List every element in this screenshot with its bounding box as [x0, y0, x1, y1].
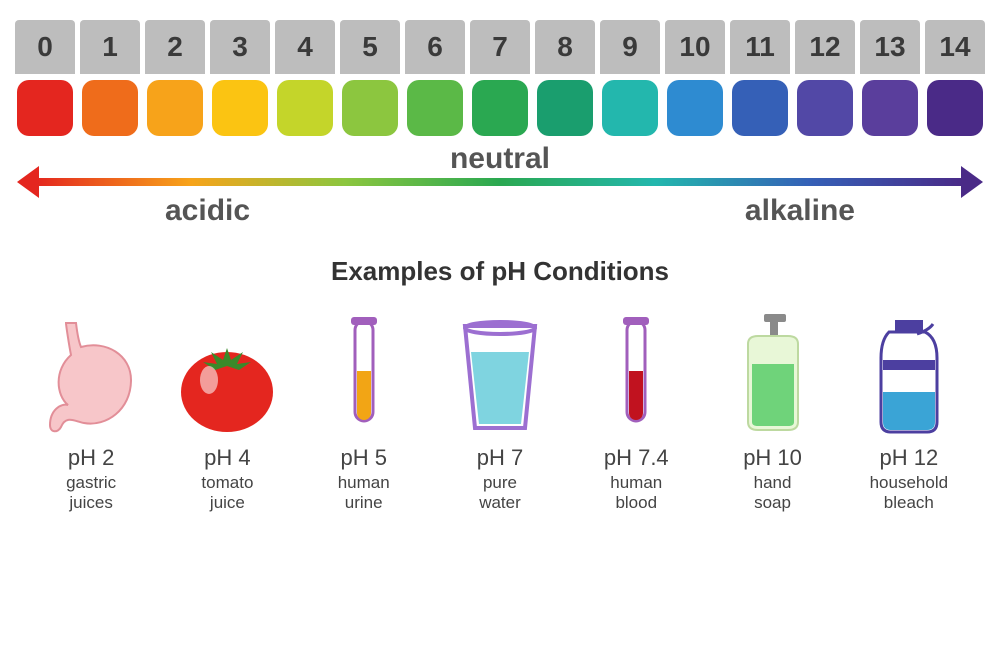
example-name: humanblood — [610, 473, 662, 512]
scale-swatch — [797, 80, 853, 136]
scale-cell-13: 13 — [860, 20, 920, 136]
example-ph: pH 7.4 — [604, 445, 669, 471]
stomach-icon — [36, 305, 146, 435]
testtube-red-icon — [611, 305, 661, 435]
scale-number: 3 — [210, 20, 270, 74]
scale-cell-7: 7 — [470, 20, 530, 136]
example-ph: pH 12 — [879, 445, 938, 471]
arrow-right-icon — [961, 166, 983, 198]
glass-water-icon — [455, 305, 545, 435]
scale-swatch — [472, 80, 528, 136]
spectrum-arrow: neutral acidic alkaline — [35, 164, 965, 234]
example-soap: pH 10handsoap — [708, 305, 838, 512]
scale-cell-14: 14 — [925, 20, 985, 136]
scale-cell-4: 4 — [275, 20, 335, 136]
scale-number: 1 — [80, 20, 140, 74]
scale-number: 11 — [730, 20, 790, 74]
examples-title: Examples of pH Conditions — [15, 256, 985, 287]
scale-swatch — [82, 80, 138, 136]
soap-icon — [730, 305, 815, 435]
example-testtube-yellow: pH 5humanurine — [299, 305, 429, 512]
neutral-label: neutral — [426, 142, 574, 176]
example-ph: pH 7 — [477, 445, 523, 471]
scale-cell-1: 1 — [80, 20, 140, 136]
scale-number: 0 — [15, 20, 75, 74]
example-tomato: pH 4tomatojuice — [162, 305, 292, 512]
examples-row: pH 2gastricjuices pH 4tomatojuice pH 5hu… — [15, 305, 985, 512]
scale-number: 7 — [470, 20, 530, 74]
scale-swatch — [342, 80, 398, 136]
scale-cell-5: 5 — [340, 20, 400, 136]
scale-cell-11: 11 — [730, 20, 790, 136]
scale-swatch — [407, 80, 463, 136]
ph-scale: 01234567891011121314 — [15, 20, 985, 136]
scale-swatch — [212, 80, 268, 136]
scale-cell-10: 10 — [665, 20, 725, 136]
example-name: handsoap — [754, 473, 792, 512]
scale-number: 5 — [340, 20, 400, 74]
scale-number: 6 — [405, 20, 465, 74]
scale-cell-9: 9 — [600, 20, 660, 136]
scale-swatch — [17, 80, 73, 136]
example-name: humanurine — [338, 473, 390, 512]
scale-number: 4 — [275, 20, 335, 74]
example-name: purewater — [479, 473, 521, 512]
bleach-icon — [869, 305, 949, 435]
scale-number: 9 — [600, 20, 660, 74]
scale-swatch — [537, 80, 593, 136]
arrow-left-icon — [17, 166, 39, 198]
scale-cell-3: 3 — [210, 20, 270, 136]
scale-cell-0: 0 — [15, 20, 75, 136]
example-name: gastricjuices — [66, 473, 116, 512]
scale-number: 10 — [665, 20, 725, 74]
example-stomach: pH 2gastricjuices — [26, 305, 156, 512]
example-name: tomatojuice — [201, 473, 253, 512]
scale-number: 13 — [860, 20, 920, 74]
example-name: householdbleach — [870, 473, 948, 512]
scale-swatch — [147, 80, 203, 136]
scale-cell-6: 6 — [405, 20, 465, 136]
scale-swatch — [927, 80, 983, 136]
testtube-yellow-icon — [339, 305, 389, 435]
example-glass-water: pH 7purewater — [435, 305, 565, 512]
scale-number: 12 — [795, 20, 855, 74]
scale-swatch — [602, 80, 658, 136]
scale-swatch — [732, 80, 788, 136]
example-ph: pH 2 — [68, 445, 114, 471]
scale-number: 8 — [535, 20, 595, 74]
scale-swatch — [277, 80, 333, 136]
acidic-label: acidic — [165, 194, 250, 228]
scale-number: 14 — [925, 20, 985, 74]
scale-swatch — [667, 80, 723, 136]
scale-cell-2: 2 — [145, 20, 205, 136]
example-ph: pH 10 — [743, 445, 802, 471]
example-bleach: pH 12householdbleach — [844, 305, 974, 512]
scale-cell-12: 12 — [795, 20, 855, 136]
scale-swatch — [862, 80, 918, 136]
scale-cell-8: 8 — [535, 20, 595, 136]
alkaline-label: alkaline — [745, 194, 855, 228]
example-ph: pH 5 — [340, 445, 386, 471]
example-testtube-red: pH 7.4humanblood — [571, 305, 701, 512]
scale-number: 2 — [145, 20, 205, 74]
example-ph: pH 4 — [204, 445, 250, 471]
tomato-icon — [175, 305, 280, 435]
